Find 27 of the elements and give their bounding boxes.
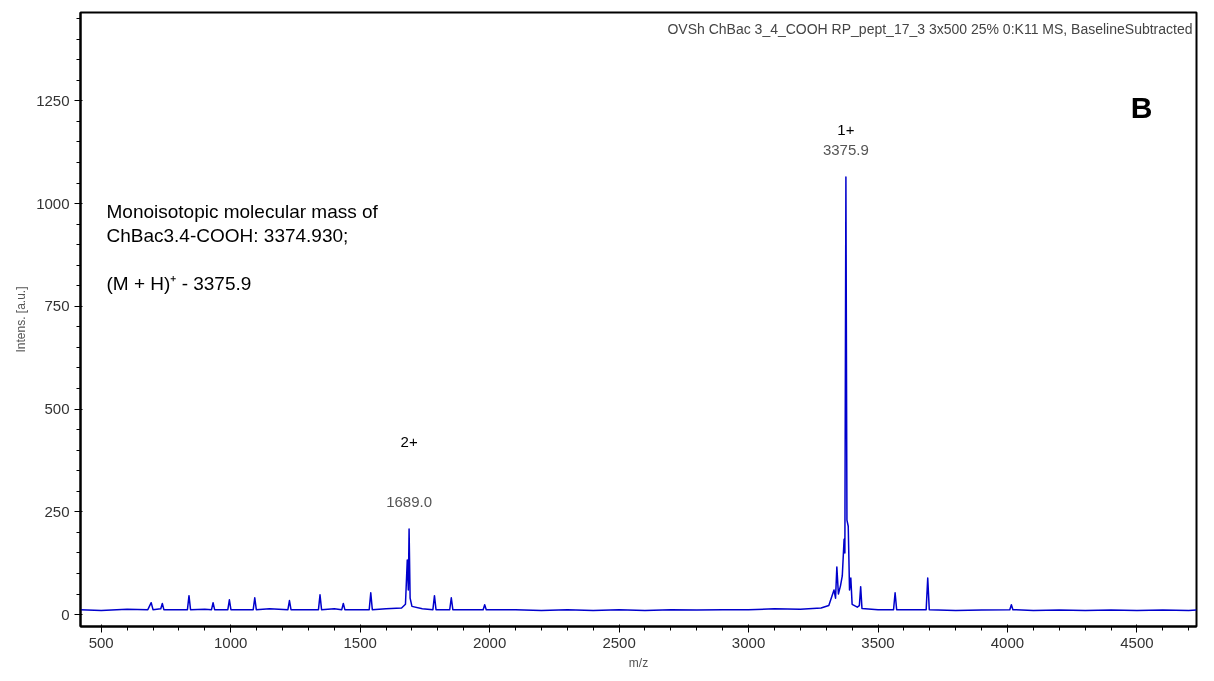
x-tick-label: 1000	[214, 633, 248, 651]
x-tick-label: 3000	[731, 633, 766, 651]
y-axis-title: Intens. [a.u.]	[14, 286, 29, 353]
line-series	[80, 176, 1197, 612]
annotation: (M + H)⁺ - 3375.9	[106, 272, 252, 294]
x-tick-label: 4000	[990, 633, 1025, 651]
x-axis-title: m/z	[628, 655, 649, 670]
y-tick-label: 1250	[36, 91, 70, 109]
y-tick-label: 750	[44, 297, 70, 315]
x-tick-label: 3500	[861, 633, 895, 651]
y-tick-label: 1000	[36, 194, 70, 212]
x-tick-label: 2000	[472, 633, 507, 651]
y-tick-label: 250	[44, 502, 70, 520]
x-tick-label: 2500	[602, 633, 636, 651]
x-tick-label: 4500	[1120, 633, 1154, 651]
annotation: 3375.9	[822, 140, 869, 158]
annotation: B	[1130, 90, 1153, 124]
x-tick-label: 1500	[343, 633, 377, 651]
y-tick-label: 500	[44, 400, 70, 418]
annotation: 2+	[400, 433, 418, 451]
annotation: Monoisotopic molecular mass of	[106, 200, 379, 222]
annotation: 1+	[837, 120, 855, 138]
x-tick-label: 500	[88, 633, 114, 651]
text: OVSh ChBac 3_4_COOH RP_pept_17_3 3x500 25% 0:K11 MS, BaselineSubtracted	[667, 20, 1193, 37]
annotation: ChBac3.4-COOH: 3374.930;	[106, 224, 349, 246]
y-tick-label: 0	[61, 605, 70, 623]
annotation: 1689.0	[386, 493, 433, 511]
